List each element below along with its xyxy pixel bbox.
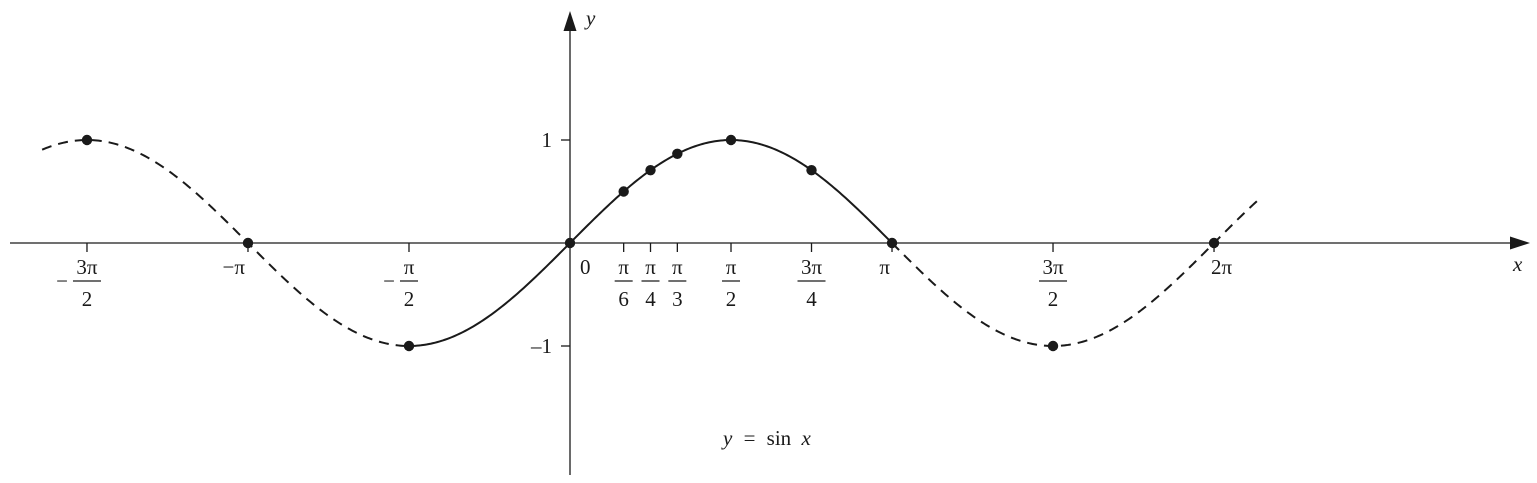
x-tick-denominator: 2 [1048, 287, 1059, 311]
x-tick-denominator: 2 [726, 287, 737, 311]
x-tick-numerator: π [672, 255, 683, 279]
data-point [1047, 340, 1059, 352]
equation-label: y = sin x [721, 426, 811, 450]
data-point [886, 237, 898, 249]
x-tick-numerator: 3π [76, 255, 98, 279]
y-axis-arrow-icon [563, 11, 577, 31]
x-tick-numerator: π [726, 255, 737, 279]
x-tick-numerator: π [618, 255, 629, 279]
x-tick-label: 2π [1211, 255, 1233, 279]
x-tick-numerator: π [404, 255, 415, 279]
data-point [564, 237, 576, 249]
axes-group: x y [10, 6, 1530, 475]
sine-curve-dashed-1 [41, 139, 409, 347]
x-tick-sign: − [56, 269, 68, 293]
x-tick-label: −π [223, 255, 246, 279]
x-axis-arrow-icon [1510, 236, 1530, 250]
y-axis-label: y [584, 6, 596, 30]
x-tick-denominator: 3 [672, 287, 683, 311]
x-tick-label: π [879, 255, 890, 279]
data-point [81, 134, 93, 146]
sine-curve-dashed-2 [891, 198, 1260, 347]
y-ticks-group: 1 –1 [530, 128, 570, 358]
data-point [1208, 237, 1220, 249]
x-tick-sign: − [383, 269, 395, 293]
y-tick-label: 1 [542, 128, 553, 152]
x-tick-numerator: π [645, 255, 656, 279]
x-tick-numerator: 3π [1042, 255, 1064, 279]
x-tick-denominator: 4 [806, 287, 817, 311]
x-tick-numerator: 3π [801, 255, 823, 279]
x-tick-label: 0 [580, 255, 591, 279]
data-point [672, 148, 683, 160]
x-axis-label: x [1512, 252, 1523, 276]
data-point [645, 164, 656, 176]
points-group [81, 134, 1220, 352]
x-tick-denominator: 2 [82, 287, 93, 311]
data-point [403, 340, 415, 352]
y-tick-label: –1 [530, 334, 552, 358]
data-point [725, 134, 737, 146]
x-tick-denominator: 4 [645, 287, 656, 311]
x-tick-denominator: 6 [618, 287, 629, 311]
data-point [806, 164, 817, 176]
data-point [618, 186, 629, 197]
x-tick-denominator: 2 [404, 287, 415, 311]
data-point [242, 237, 254, 249]
